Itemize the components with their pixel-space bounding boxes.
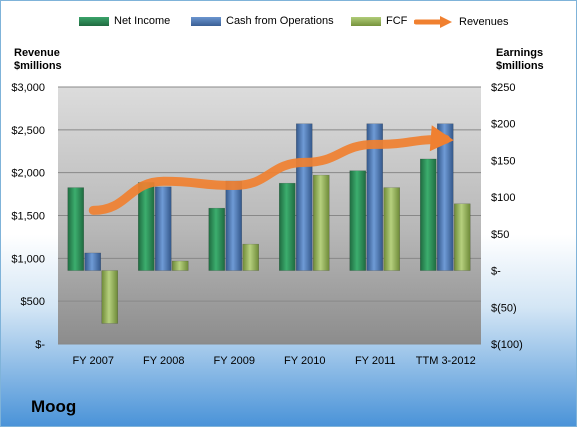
right-tick-label: $50 (491, 229, 509, 241)
right-axis-title: Earnings $millions (496, 47, 544, 73)
bar-net-income (67, 187, 84, 271)
bar-fcf (454, 203, 471, 271)
right-tick-label: $250 (491, 82, 515, 94)
bar-fcf (172, 260, 189, 271)
left-tick-label: $500 (21, 296, 45, 308)
revenues-line (88, 134, 451, 215)
left-tick-label: $- (35, 339, 45, 351)
bar-net-income (279, 182, 296, 271)
legend-swatch-fcf (351, 16, 381, 26)
right-tick-label: $150 (491, 155, 515, 167)
bar-net-income (208, 207, 225, 271)
legend-item-fcf: FCF (351, 15, 407, 27)
right-tick-label: $(100) (491, 339, 523, 351)
left-tick-label: $3,000 (11, 82, 45, 94)
revenues-arrowhead (429, 125, 454, 152)
company-name: Moog (31, 397, 77, 416)
legend-label-fcf: FCF (386, 15, 408, 27)
bar-net-income (420, 158, 437, 271)
right-axis-title-line2: $millions (496, 60, 544, 72)
bar-cash-from-operations (84, 252, 101, 271)
right-axis-title-line1: Earnings (496, 47, 544, 59)
right-tick-label: $100 (491, 192, 515, 204)
right-tick-label: $200 (491, 119, 515, 131)
x-tick-label: FY 2008 (143, 355, 184, 367)
bar-cash-from-operations (225, 180, 242, 271)
bar-cash-from-operations (296, 123, 313, 271)
left-tick-label: $2,000 (11, 168, 45, 180)
legend-label-cash-from-operations: Cash from Operations (226, 15, 334, 27)
left-axis-title-line2: $millions (14, 60, 62, 72)
left-tick-label: $1,500 (11, 211, 45, 223)
legend-item-net-income: Net Income (79, 15, 170, 27)
right-tick-label: $- (491, 266, 501, 278)
legend-item-revenues: Revenues (414, 15, 509, 29)
left-axis-title: Revenue $millions (14, 47, 62, 73)
x-tick-label: FY 2009 (214, 355, 255, 367)
legend-swatch-net-income (79, 16, 109, 26)
bar-fcf (101, 270, 118, 324)
left-axis-title-line1: Revenue (14, 47, 60, 59)
bar-cash-from-operations (366, 123, 383, 271)
legend-label-net-income: Net Income (114, 15, 171, 27)
left-tick-label: $1,000 (11, 253, 45, 265)
x-tick-label: TTM 3-2012 (416, 355, 476, 367)
right-tick-label: $(50) (491, 302, 517, 314)
x-tick-label: FY 2010 (284, 355, 325, 367)
chart-legend: Net Income Cash from Operations FCF Reve… (61, 15, 576, 35)
bar-net-income (138, 182, 155, 271)
legend-arrow-icon (414, 16, 452, 28)
bar-net-income (349, 170, 366, 271)
legend-label-revenues: Revenues (459, 16, 509, 28)
bar-cash-from-operations (437, 123, 454, 271)
x-tick-label: FY 2007 (73, 355, 114, 367)
x-tick-label: FY 2011 (355, 355, 396, 367)
bar-fcf (313, 174, 330, 271)
legend-item-cash-from-operations: Cash from Operations (191, 15, 334, 27)
bar-fcf (242, 243, 259, 271)
bar-cash-from-operations (155, 186, 172, 271)
legend-swatch-cash-from-operations (191, 16, 221, 26)
left-tick-label: $2,500 (11, 125, 45, 137)
bar-fcf (383, 187, 400, 271)
